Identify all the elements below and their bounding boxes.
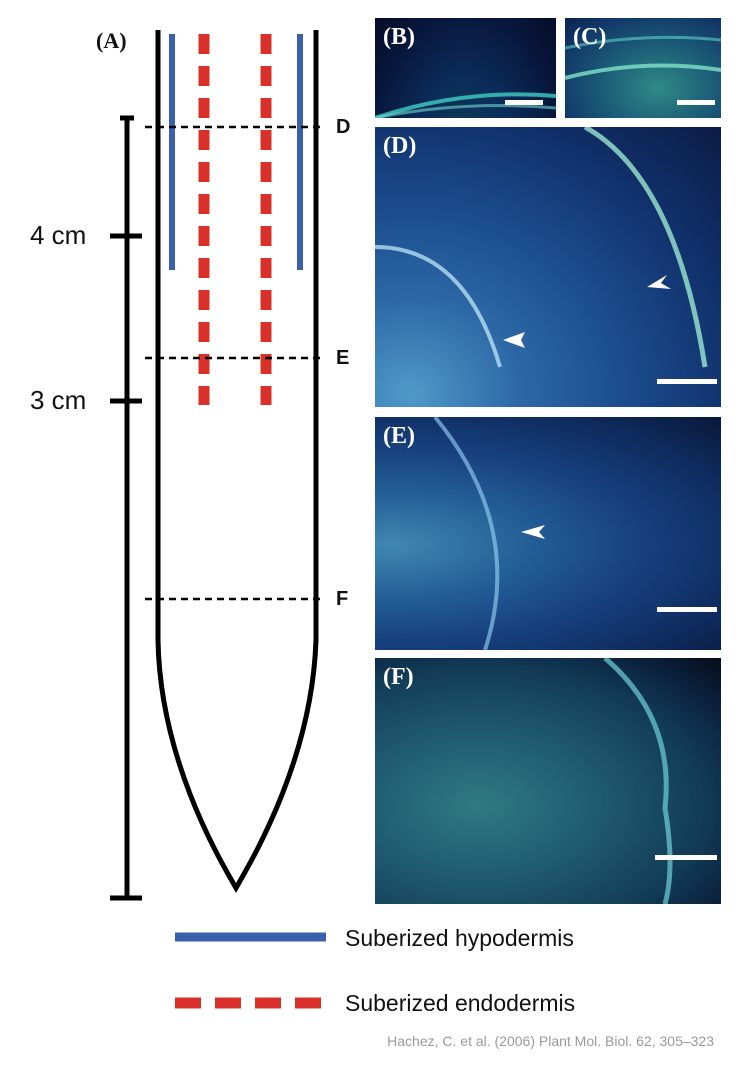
cell-layer-e <box>433 417 545 650</box>
scale-bar-f <box>655 855 717 860</box>
panel-c-label: (C) <box>573 24 607 50</box>
cell-layer-b <box>375 92 556 118</box>
cut-label-d: D <box>336 116 351 138</box>
cell-layer-f <box>603 658 673 904</box>
scale-bar-d <box>657 379 717 384</box>
scale-bar-e <box>657 607 717 612</box>
panel-f-label: (F) <box>383 664 414 690</box>
panel-d-label: (D) <box>383 133 417 159</box>
scale-label-4cm: 4 cm <box>30 220 87 250</box>
micrograph-panel-d: (D) <box>375 127 721 407</box>
citation: Hachez, C. et al. (2006) Plant Mol. Biol… <box>387 1033 714 1049</box>
scale-bar-c <box>677 100 715 105</box>
scale-bar-b <box>505 100 543 105</box>
micrograph-panel-e: (E) <box>375 417 721 650</box>
cut-label-f: F <box>336 588 349 610</box>
panel-b-label: (B) <box>383 24 415 50</box>
cut-label-e: E <box>336 347 350 369</box>
panel-e-label: (E) <box>383 423 415 449</box>
micrograph-panel-b: (B) <box>375 18 556 118</box>
scale-label-3cm: 3 cm <box>30 385 87 415</box>
root-outline <box>155 30 319 894</box>
micrograph-panel-f: (F) <box>375 658 721 904</box>
micrograph-panel-c: (C) <box>565 18 721 118</box>
cell-layer-d <box>375 127 708 368</box>
legend-endodermis-label: Suberized endodermis <box>345 990 576 1016</box>
cell-layer-c <box>565 35 721 80</box>
legend-hypodermis-label: Suberized hypodermis <box>345 925 574 951</box>
panel-a-label: (A) <box>96 28 127 53</box>
